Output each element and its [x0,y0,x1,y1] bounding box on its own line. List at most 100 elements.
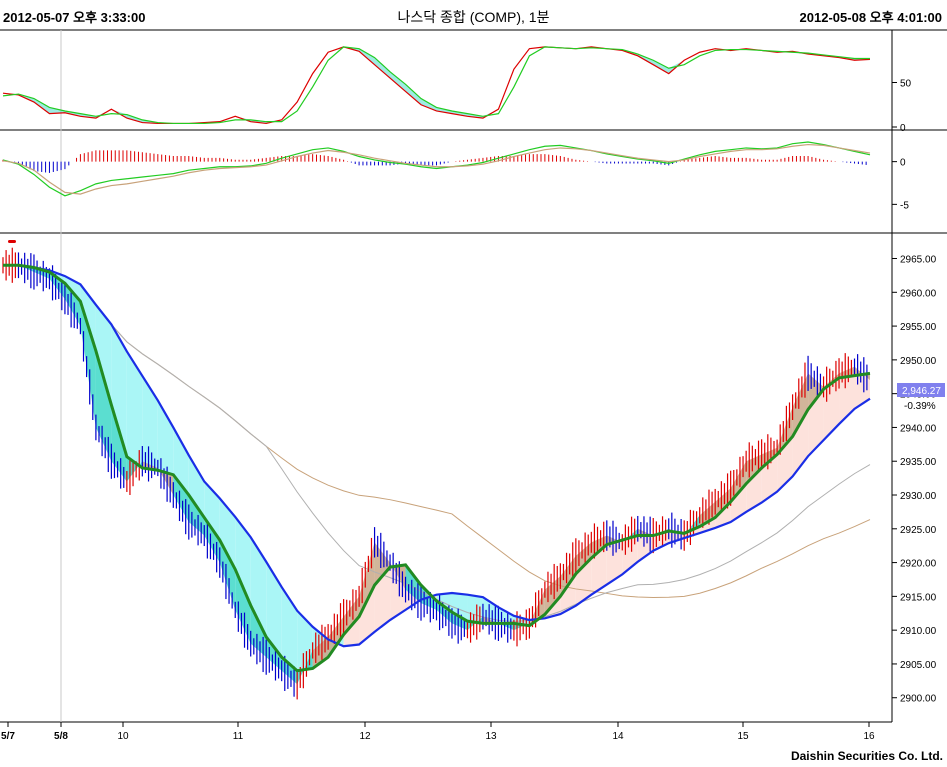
osc1-series-1 [2,46,870,125]
price-band-segment [64,283,81,327]
price-band-segment [359,542,375,617]
marker-dot [8,240,16,243]
price-band-segment [746,454,762,484]
ma-cloud-segment [266,561,282,658]
price-panel: 2900.00 2905.00 2910.00 2915.00 2920.00 2925.… [2,247,937,705]
chart-title: 나스닥 종합 (COMP), 1분 [397,9,550,25]
price-band-segment [235,569,251,644]
x-tick-label: 12 [359,731,371,742]
price-tick-label: 2950.00 [900,356,937,367]
ma-short-line [3,263,871,673]
osc1-fill [3,46,870,124]
ma-cloud-segment [823,377,840,441]
price-band-segment [204,517,220,563]
price-band-segment [173,474,189,523]
price-tick-label: 2930.00 [900,491,937,502]
ma-cloud-segment [591,544,607,595]
ma-cloud-segment [606,540,623,585]
price-band-segment [699,501,716,527]
price-band-segment [544,576,561,615]
ma-mid-line [3,264,871,648]
ma-cloud-segment [560,573,576,615]
price-band-segment [266,636,282,671]
price-band-segment [467,616,483,631]
ma-cloud-segment [188,455,205,518]
price-band-segment [622,528,638,543]
ma-cloud-segment [95,304,112,405]
price-band-segment [405,564,422,604]
price-band-segment [715,488,731,518]
last-price-box [897,383,945,397]
ma-cloud-segment [297,610,313,671]
price-band-segment [188,495,205,536]
ma-cloud-segment [142,375,158,471]
price-band-segment [482,616,499,624]
price-band-segment [297,650,313,685]
x-tick-label: 5/8 [54,731,68,742]
osc2-series-0 [2,141,871,197]
ma-cloud-segment [482,597,499,624]
price-tick-label: 2965.00 [900,255,937,266]
price-band-segment [390,562,406,590]
ma-cloud-segment [235,516,251,606]
price-tick-label: 2925.00 [900,525,937,536]
price-band-segment [312,636,329,669]
x-tick-label: 13 [485,731,497,742]
osc1-tick-label: 50 [900,79,912,90]
price-tick-label: 2940.00 [900,423,937,434]
price-band-segment [637,528,654,536]
ma-cloud-segment [281,587,298,671]
price-band-segment [126,456,143,482]
price-tick-label: 2905.00 [900,660,937,671]
price-tick-label: 2910.00 [900,626,937,637]
ma-cloud-segment [637,535,654,562]
price-band-segment [374,542,391,586]
price-tick-label: 2935.00 [900,457,937,468]
price-band-segment [111,404,127,482]
ma-cloud-segment [746,467,762,512]
price-band-segment [730,461,747,502]
price-band-segment [33,267,50,279]
price-band-segment [777,407,793,455]
price-band-segment [668,528,685,536]
ma-cloud-segment [374,567,391,632]
price-band-segment [49,272,65,300]
change-label: -0.39% [904,401,936,412]
x-tick-label: 11 [233,731,244,742]
x-tick-label: 5/7 [1,731,15,742]
oscillator-panel-1: 0 50 [2,46,912,134]
x-tick-label: 14 [612,731,624,742]
price-band-segment [219,540,236,610]
price-band-segment [451,612,468,631]
price-tick-label: 2915.00 [900,592,937,603]
x-axis: 5/7 5/8 10 11 12 13 14 15 16 [1,722,875,742]
price-band-segment [328,616,344,658]
oscillator-panel-2: -5 0 [2,141,909,211]
osc1-series-0 [2,46,871,125]
ma-cloud-segment [359,585,375,645]
chart-header: 2012-05-07 오후 3:33:00 나스닥 종합 (COMP), 1분 … [0,0,947,30]
price-tick-label: 2920.00 [900,559,937,570]
price-band-segment [498,623,514,631]
price-band-segment [95,350,112,462]
ma-cloud-segment [730,483,747,523]
price-band-segment [281,657,298,685]
price-band-segment [250,605,267,658]
osc2-tick-label: -5 [900,200,909,211]
price-band-segment [575,542,592,574]
ma-cloud-segment [157,400,174,475]
ma-cloud-segment [111,324,127,457]
price-band-segment [343,596,360,635]
x-tick-label: 10 [117,731,129,742]
ma-cloud-segment [204,481,220,541]
osc2-tick-label: 0 [900,158,906,169]
end-time: 2012-05-08 오후 4:01:00 [799,10,942,25]
osc1-tick-label: 0 [900,123,906,134]
price-band-segment [436,600,452,624]
start-time: 2012-05-07 오후 3:33:00 [3,10,146,25]
last-price-label: 2,946.27 [902,386,941,397]
ma-cloud-segment [343,616,360,647]
price-band-segment [80,301,96,428]
ma-cloud-segment [126,351,143,468]
